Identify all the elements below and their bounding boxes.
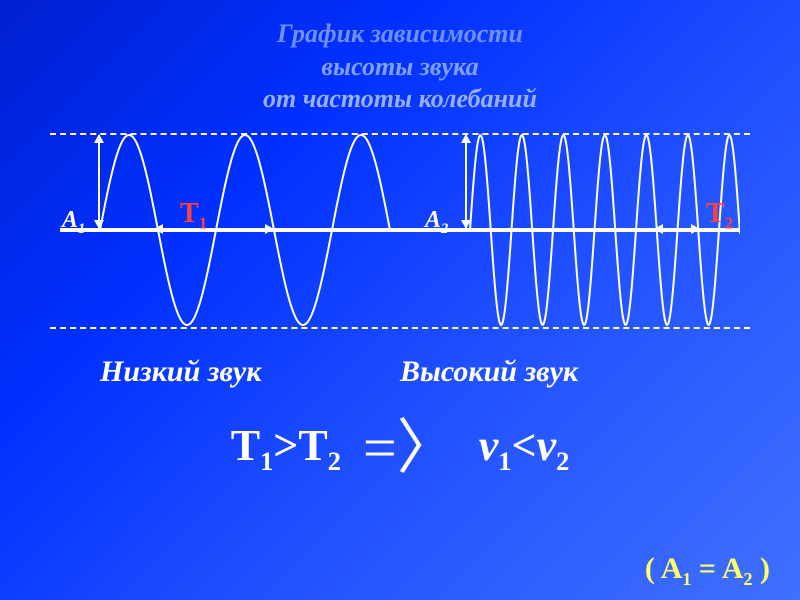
amplitude-arrow-a1 xyxy=(98,135,100,228)
label-t1: T1 xyxy=(180,198,207,234)
period-arrow-t2 xyxy=(655,228,699,230)
label-a2: A2 xyxy=(425,207,448,238)
wave-chart: A1 T1 A2 T2 xyxy=(60,125,740,335)
caption-low: Низкий звук xyxy=(100,355,261,389)
caption-high: Высокий звук xyxy=(400,355,578,389)
title-line-1: График зависимости xyxy=(0,18,800,51)
period-arrow-t1 xyxy=(155,228,273,230)
label-a1: A1 xyxy=(62,207,85,238)
formula: T1>T2 =〉 ν1<ν2 xyxy=(0,420,800,477)
slide-title: График зависимости высоты звука от часто… xyxy=(0,0,800,116)
amplitude-arrow-a2 xyxy=(465,135,467,228)
title-line-3: от частоты колебаний xyxy=(0,83,800,116)
low-freq-wave xyxy=(100,135,390,325)
amplitude-equality: ( A1 = A2 ) xyxy=(645,552,770,590)
label-t2: T2 xyxy=(706,198,733,234)
implies-icon: =〉 xyxy=(363,430,457,466)
title-line-2: высоты звука xyxy=(0,51,800,84)
